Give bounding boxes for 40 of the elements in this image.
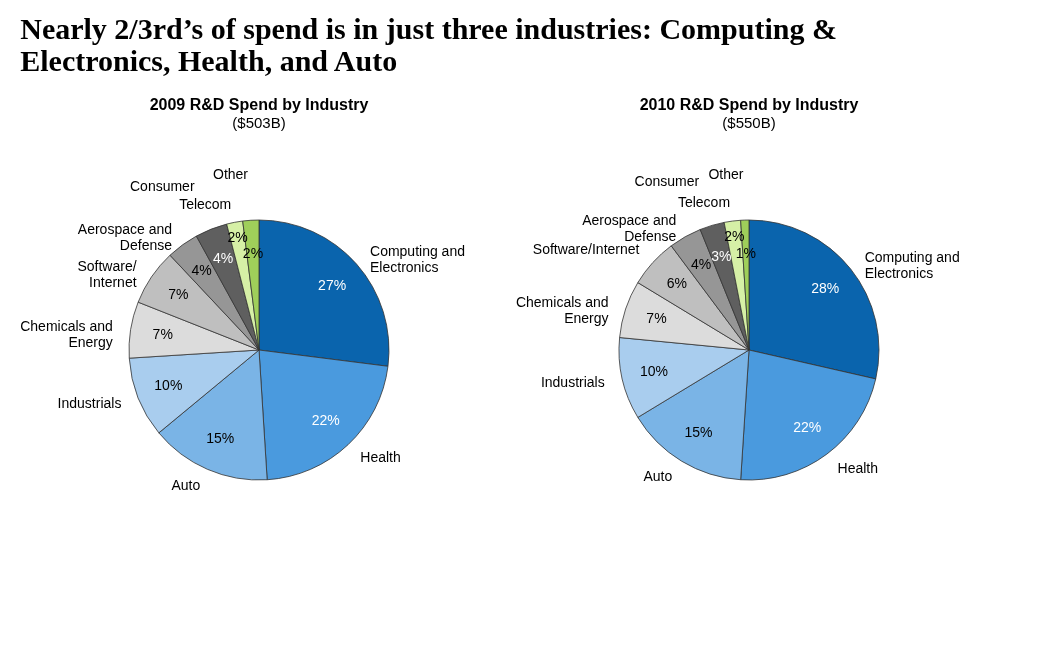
data-label: 15%	[684, 424, 713, 441]
data-label: 22%	[793, 419, 822, 436]
slice-label: Software/ Internet	[77, 257, 137, 290]
chart-subtitle: ($550B)	[722, 114, 776, 131]
chart-subtitle: ($503B)	[232, 114, 286, 131]
chart-title: 2009 R&D Spend by Industry	[149, 96, 369, 113]
data-label: 22%	[311, 412, 340, 429]
slice-label: Software/Internet	[532, 241, 640, 258]
slice-label: Health	[360, 448, 401, 465]
chart-title: 2010 R&D Spend by Industry	[639, 96, 859, 113]
slice-label: Industrials	[540, 373, 605, 390]
data-label: 7%	[168, 286, 189, 303]
slice-label: Auto	[643, 467, 673, 484]
slice-label: Health	[837, 459, 878, 476]
slice-label: Other	[213, 166, 249, 183]
data-label: 7%	[152, 325, 173, 342]
data-label: 27%	[318, 276, 347, 293]
data-label: 10%	[154, 376, 183, 393]
slice-label: Chemicals and Energy	[515, 294, 609, 327]
slice-label: Other	[708, 166, 744, 183]
data-label: 4%	[212, 250, 234, 267]
slice-label: Consumer	[129, 178, 195, 195]
data-label: 3%	[711, 247, 732, 264]
data-label: 7%	[646, 310, 667, 327]
slice-label: Consumer	[634, 173, 700, 190]
slice-label: Telecom	[179, 195, 232, 212]
data-label: 6%	[666, 275, 687, 292]
slice-label: Aerospace and Defense	[77, 221, 173, 254]
data-label: 4%	[191, 262, 212, 279]
slice-label: Telecom	[677, 194, 731, 211]
data-label: 15%	[206, 430, 235, 447]
data-label: 4%	[691, 256, 712, 273]
data-label: 10%	[639, 362, 668, 379]
slice-label: Industrials	[57, 395, 122, 412]
slice-label: Chemicals and Energy	[20, 317, 113, 350]
data-label: 28%	[811, 280, 840, 297]
text: Nearly 2/3rd’s of spend is in just three industries: Computing & Electronics, Health, and Auto	[20, 12, 837, 77]
slice-label: Computing and Electronics	[864, 248, 960, 281]
slice-label: Computing and Electronics	[370, 243, 465, 276]
slice-label: Auto	[171, 476, 201, 493]
